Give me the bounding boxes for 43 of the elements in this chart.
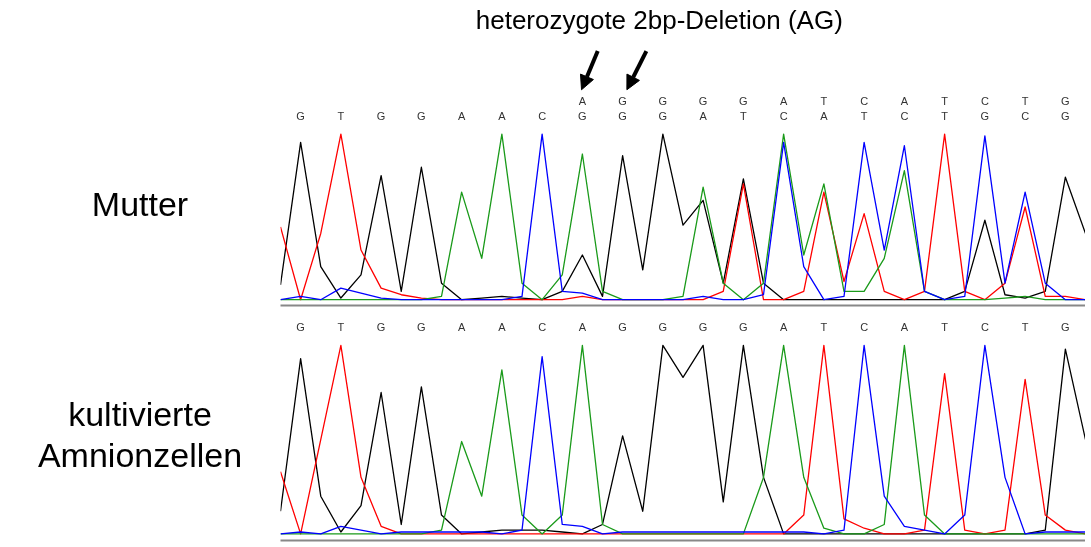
x-tick-label: A bbox=[457, 320, 466, 333]
x-tick-label: G G bbox=[618, 95, 627, 122]
x-tick-label: G bbox=[417, 109, 426, 122]
x-tick-label: G G bbox=[1061, 95, 1070, 122]
x-tick-label: G G bbox=[658, 95, 668, 122]
x-tick-label: T A bbox=[820, 95, 829, 122]
x-tick-label: A bbox=[498, 109, 507, 122]
x-tick-label: G bbox=[296, 109, 305, 122]
x-tick-label: C G bbox=[980, 95, 990, 122]
y-axis-title: kultivierte Amnionzellen bbox=[36, 393, 244, 476]
x-tick-label: G bbox=[739, 320, 748, 333]
x-tick-label: T C bbox=[1021, 95, 1030, 122]
x-tick-label: A bbox=[900, 320, 909, 333]
y-axis-title: Mutter bbox=[91, 184, 189, 225]
x-tick-label: A C bbox=[779, 95, 788, 122]
x-tick-label: A C bbox=[900, 95, 909, 122]
x-tick-label: C T bbox=[860, 95, 869, 122]
x-tick-label: G bbox=[417, 320, 426, 333]
x-tick-label: T bbox=[820, 320, 828, 333]
x-tick-label: G bbox=[1061, 320, 1070, 333]
x-tick-label: T T bbox=[941, 95, 949, 122]
x-tick-label: G bbox=[618, 320, 627, 333]
x-tick-label: G bbox=[376, 320, 386, 333]
x-tick-label: T bbox=[941, 320, 949, 333]
x-tick-label: G T bbox=[739, 95, 748, 122]
x-tick-label: G bbox=[296, 320, 305, 333]
x-tick-label: C bbox=[538, 109, 547, 122]
x-tick-label: T bbox=[337, 109, 345, 122]
x-tick-label: T bbox=[337, 320, 345, 333]
x-tick-label: G bbox=[698, 320, 708, 333]
chart-title: heterozygote 2bp-Deletion (AG) bbox=[475, 5, 843, 36]
x-tick-label: A bbox=[498, 320, 507, 333]
x-tick-label: C bbox=[860, 320, 869, 333]
x-tick-label: G A bbox=[698, 95, 708, 122]
x-tick-label: A bbox=[578, 320, 587, 333]
x-tick-label: T bbox=[1021, 320, 1029, 333]
x-tick-label: G bbox=[658, 320, 668, 333]
x-tick-label: A G bbox=[578, 95, 587, 122]
x-tick-label: A bbox=[779, 320, 788, 333]
x-tick-label: C bbox=[538, 320, 547, 333]
x-tick-label: G bbox=[376, 109, 386, 122]
x-tick-label: A bbox=[457, 109, 466, 122]
x-tick-label: C bbox=[980, 320, 989, 333]
